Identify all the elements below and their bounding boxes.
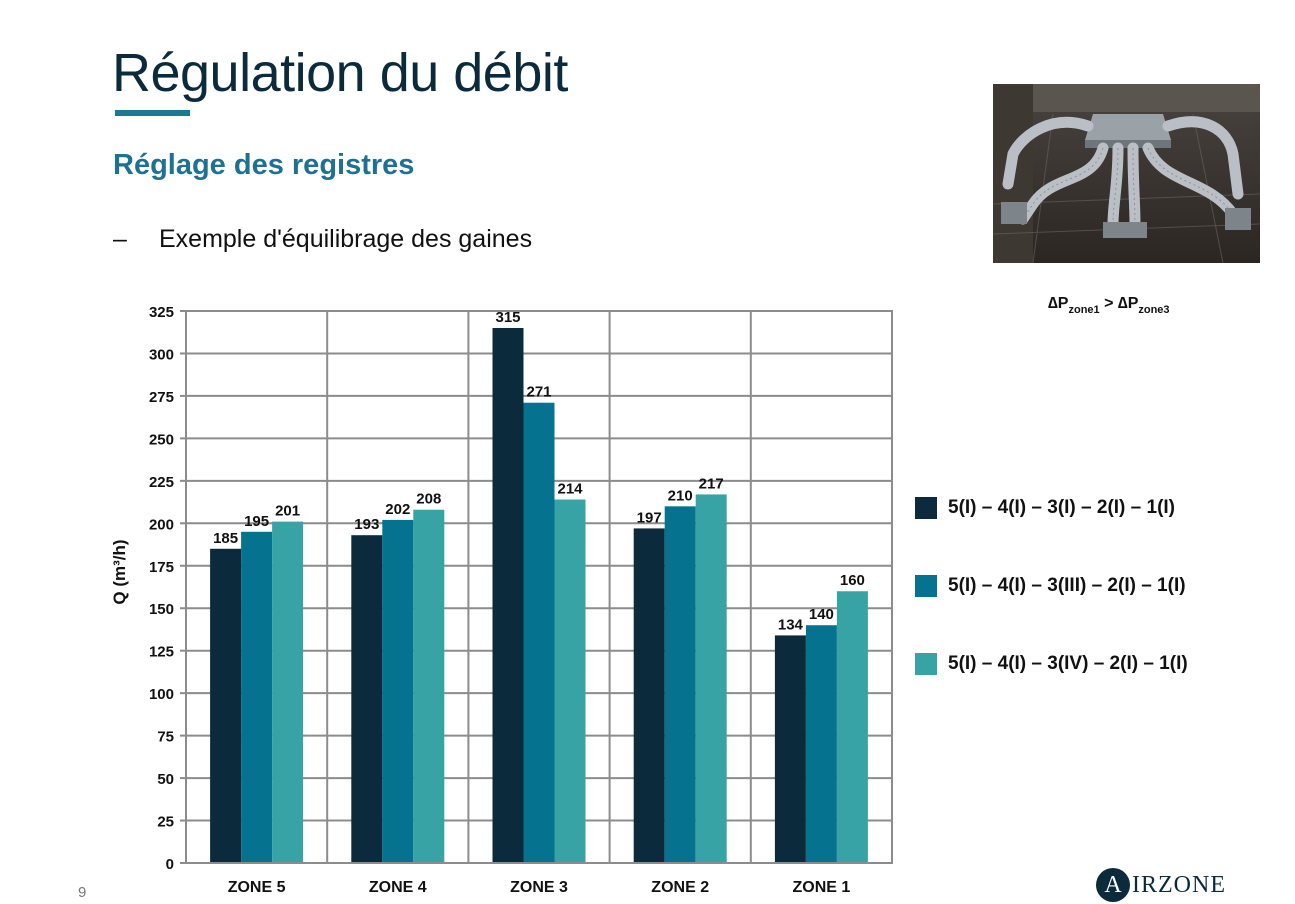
x-tick-label: ZONE 3	[510, 879, 568, 896]
x-tick-label: ZONE 4	[369, 879, 427, 896]
y-tick-label: 200	[149, 516, 174, 533]
x-tick-label: ZONE 1	[793, 879, 851, 896]
bar	[836, 591, 868, 863]
bar	[774, 635, 806, 863]
slide-title: Régulation du débit	[112, 43, 568, 103]
formula-right-var: P	[1127, 295, 1139, 312]
bar	[241, 531, 273, 863]
bar-chart: 185 195 201 193 202 208 315 271 214 197 210 217 134 1…	[110, 304, 893, 896]
bar-data-label: 208	[416, 491, 441, 508]
duct-photo-illustration	[993, 84, 1260, 263]
pressure-formula: ∆Pzone1 > ∆Pzone3	[1048, 295, 1170, 316]
y-tick-label: 75	[157, 729, 174, 746]
bar	[382, 519, 414, 863]
y-tick-label: 225	[149, 474, 174, 491]
bar	[554, 499, 586, 863]
y-tick-label: 175	[149, 559, 174, 576]
formula-right-sub: zone3	[1138, 304, 1170, 316]
bar	[695, 494, 727, 863]
y-tick-label: 100	[149, 686, 174, 703]
y-tick-labels: 0 25 50 75 100 125 150 175 200 225 250 275 300 325	[149, 304, 174, 873]
bar-data-label: 195	[244, 513, 269, 530]
y-tick-label: 125	[149, 644, 174, 661]
bar	[805, 625, 837, 863]
y-tick-label: 300	[149, 346, 174, 363]
bar	[664, 506, 696, 863]
y-tick-label: 325	[149, 304, 174, 321]
x-tick-labels: ZONE 5 ZONE 4 ZONE 3 ZONE 2 ZONE 1	[228, 879, 851, 896]
y-tick-label: 250	[149, 431, 174, 448]
bullet-item: – Exemple d'équilibrage des gaines	[113, 224, 532, 254]
slide-subtitle: Réglage des registres	[113, 149, 415, 181]
bar-data-label: 197	[637, 509, 662, 526]
y-tick-label: 150	[149, 601, 174, 618]
airzone-logo: A IRZONE	[1096, 866, 1226, 904]
bar-data-label: 217	[699, 475, 724, 492]
delta-symbol: ∆	[1048, 295, 1058, 312]
bullet-text: Exemple d'équilibrage des gaines	[159, 225, 533, 253]
bar	[351, 535, 383, 863]
bar-data-label: 214	[557, 481, 583, 498]
page-number: 9	[78, 884, 87, 901]
x-tick-label: ZONE 5	[228, 879, 286, 896]
bar-data-label: 202	[385, 501, 410, 518]
bar	[210, 548, 242, 863]
legend-label: 5(I) – 4(I) – 3(IV) – 2(I) – 1(I)	[948, 653, 1188, 674]
bar-data-label: 210	[668, 487, 693, 504]
bar-data-label: 201	[275, 503, 300, 520]
plot-border	[185, 310, 893, 864]
bar-data-label: 185	[213, 530, 238, 547]
y-tick-label: 275	[149, 389, 174, 406]
bullet-dash: –	[113, 225, 127, 253]
x-tick-label: ZONE 2	[651, 879, 709, 896]
y-tick-label: 50	[157, 771, 174, 788]
chart-bars	[210, 327, 868, 863]
bar-data-label: 140	[809, 606, 834, 623]
bar-data-label: 160	[840, 572, 865, 589]
duct-installation-photo	[993, 84, 1260, 263]
formula-left-sub: zone1	[1068, 304, 1100, 316]
legend-swatch	[915, 653, 937, 675]
bar-data-label: 134	[778, 616, 804, 633]
bar-data-label: 193	[354, 516, 379, 533]
bar	[413, 509, 445, 863]
logo-text: IRZONE	[1132, 871, 1226, 898]
bar	[492, 327, 524, 863]
title-underline	[115, 110, 190, 116]
y-tick-label: 0	[166, 856, 174, 873]
legend-swatch	[915, 497, 937, 519]
y-tick-label: 25	[157, 814, 174, 831]
legend-label: 5(I) – 4(I) – 3(III) – 2(I) – 1(I)	[948, 575, 1186, 596]
logo-initial: A	[1096, 868, 1130, 902]
y-axis-label: Q (m³/h)	[110, 539, 129, 604]
chart-data-labels: 185 195 201 193 202 208 315 271 214 197 210 217 134 1…	[213, 309, 865, 633]
legend-label: 5(I) – 4(I) – 3(I) – 2(I) – 1(I)	[948, 497, 1175, 518]
bar-data-label: 315	[495, 309, 520, 326]
bar-data-label: 271	[526, 384, 551, 401]
bar	[523, 402, 555, 863]
formula-operator: >	[1099, 295, 1118, 312]
bar	[272, 521, 304, 863]
formula-left-var: P	[1057, 295, 1069, 312]
legend-swatch	[915, 575, 937, 597]
bar	[633, 528, 665, 863]
delta-symbol: ∆	[1117, 295, 1128, 312]
